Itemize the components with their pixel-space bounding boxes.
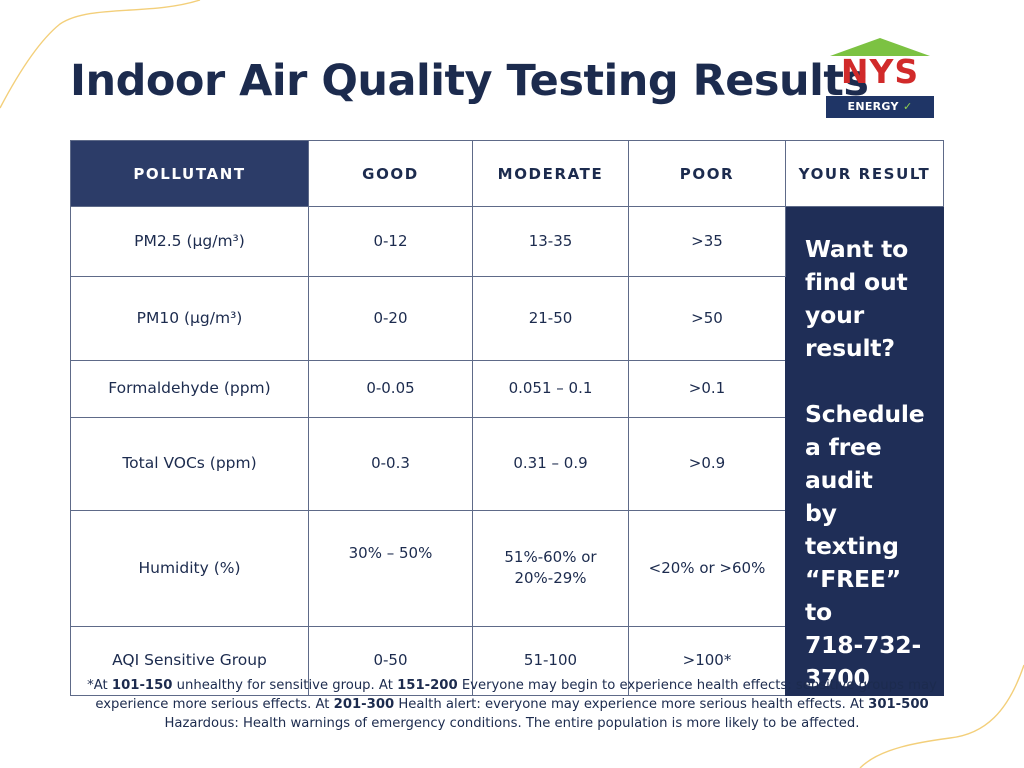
header-pollutant: POLLUTANT — [70, 140, 309, 207]
pollutant-name: PM10 (µg/m³) — [70, 276, 309, 361]
header-good: GOOD — [308, 140, 473, 207]
pollutant-name: Formaldehyde (ppm) — [70, 359, 309, 418]
moderate-value: 21-50 — [472, 276, 629, 361]
good-value: 0-50 — [308, 625, 473, 697]
promo-line: “FREE” to — [805, 565, 901, 626]
table-row: PM10 (µg/m³) 0-20 21-50 >50 — [70, 276, 944, 361]
good-value: 30% – 50% — [308, 509, 473, 627]
header-poor: POOR — [628, 140, 786, 207]
promo-line: 3700 — [805, 664, 870, 692]
company-logo: NYS ENERGY ✓ AUDITS — [824, 36, 936, 135]
promo-line: by texting — [805, 499, 899, 560]
table-row: Total VOCs (ppm) 0-0.3 0.31 – 0.9 >0.9 — [70, 416, 944, 511]
header-moderate: MODERATE — [472, 140, 629, 207]
moderate-value: 0.31 – 0.9 — [472, 416, 629, 511]
page-title: Indoor Air Quality Testing Results — [70, 56, 869, 106]
pollutant-name: Humidity (%) — [70, 509, 309, 627]
logo-tagline-left: ENERGY — [847, 100, 899, 113]
pollutant-name: AQI Sensitive Group — [70, 625, 309, 697]
footnote-text: unhealthy for sensitive group. At — [172, 678, 398, 693]
promo-gap — [805, 365, 935, 398]
poor-value: >100* — [628, 625, 786, 697]
your-result-cta: Want to find out your result? Schedule a… — [785, 206, 944, 696]
promo-line: Schedule — [805, 400, 925, 428]
moderate-value: 51-100 — [472, 625, 629, 697]
moderate-value: 0.051 – 0.1 — [472, 359, 629, 418]
promo-line: 718-732- — [805, 631, 922, 659]
moderate-value-line: 51%-60% or — [504, 548, 597, 567]
promo-line: audit — [805, 466, 873, 494]
footnote-text: Everyone may begin to experience health … — [95, 678, 937, 712]
footnote-text: Health alert: everyone may experience mo… — [394, 697, 869, 712]
footnote-range: 101-150 — [111, 678, 173, 693]
promo-line: your — [805, 301, 864, 329]
logo-letters: NYS — [840, 52, 920, 91]
table-row: PM2.5 (µg/m³) 0-12 13-35 >35 Want to fin… — [70, 205, 944, 696]
table-row: Formaldehyde (ppm) 0-0.05 0.051 – 0.1 >0… — [70, 359, 944, 418]
promo-line: Want to — [805, 235, 909, 263]
footnote: *At 101-150 unhealthy for sensitive grou… — [72, 676, 952, 733]
result-promo-text: Want to find out your result? Schedule a… — [805, 233, 935, 695]
poor-value: >35 — [628, 205, 786, 278]
pollutant-name: PM2.5 (µg/m³) — [70, 205, 309, 278]
poor-value: >50 — [628, 276, 786, 361]
moderate-value-line: 20%-29% — [514, 569, 587, 588]
air-quality-table: POLLUTANT GOOD MODERATE POOR YOUR RESULT… — [70, 140, 944, 697]
footnote-range: 151-200 — [397, 678, 458, 693]
poor-value: >0.9 — [628, 416, 786, 511]
table-row: AQI Sensitive Group 0-50 51-100 >100* — [70, 625, 944, 697]
footnote-range: 201-300 — [333, 697, 395, 712]
poor-value: >0.1 — [628, 359, 786, 418]
logo-tagline-right: AUDITS — [856, 122, 904, 135]
good-value: 0-0.05 — [308, 359, 473, 418]
footnote-text: Hazardous: Health warnings of emergency … — [164, 716, 860, 731]
table-header-row: POLLUTANT GOOD MODERATE POOR YOUR RESULT — [70, 140, 944, 207]
table-row: Humidity (%) 30% – 50% 51%-60% or 20%-29… — [70, 509, 944, 627]
pollutant-name: Total VOCs (ppm) — [70, 416, 309, 511]
promo-line: a free — [805, 433, 882, 461]
check-icon: ✓ — [902, 100, 913, 113]
footnote-range: 301-500 — [868, 697, 929, 712]
header-your-result: YOUR RESULT — [785, 140, 944, 207]
footnote-text: *At — [87, 678, 112, 693]
moderate-value: 13-35 — [472, 205, 629, 278]
poor-value: <20% or >60% — [628, 509, 786, 627]
good-value: 0-20 — [308, 276, 473, 361]
logo-tagline: ENERGY ✓ AUDITS — [826, 96, 934, 135]
good-value: 0-0.3 — [308, 416, 473, 511]
good-value: 0-12 — [308, 205, 473, 278]
logo-roof — [830, 38, 930, 56]
promo-line: result? — [805, 334, 895, 362]
promo-line: find out — [805, 268, 908, 296]
moderate-value: 51%-60% or 20%-29% — [472, 509, 629, 627]
